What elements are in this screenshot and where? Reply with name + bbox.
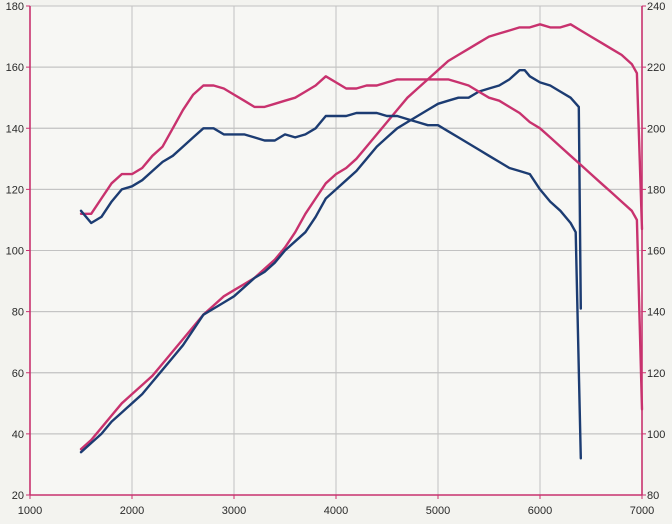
y-left-tick-label-160: 160 (6, 62, 24, 74)
series-layer (79, 23, 644, 460)
tick-layer: 1000 2000 3000 4000 5000 6000 7000 20 40 60 80 100 1… (6, 1, 666, 517)
y-left-tick-label-80: 80 (12, 307, 24, 319)
y-right-tick-label-200: 200 (647, 123, 665, 135)
x-tick-label-5000: 5000 (426, 505, 450, 517)
y-right-tick-label-220: 220 (647, 62, 665, 74)
x-tick-label-1000: 1000 (18, 505, 42, 517)
x-tick-label-3000: 3000 (222, 505, 246, 517)
y-left-tick-label-60: 60 (12, 368, 24, 380)
y-right-tick-label-240: 240 (647, 1, 665, 13)
y-right-tick-label-100: 100 (647, 429, 665, 441)
y-right-tick-label-180: 180 (647, 184, 665, 196)
y-left-tick-label-40: 40 (12, 429, 24, 441)
series-line-2 (79, 69, 582, 454)
y-left-tick-label-20: 20 (12, 490, 24, 502)
y-right-tick-label-120: 120 (647, 368, 665, 380)
y-left-tick-label-180: 180 (6, 1, 24, 13)
x-tick-label-2000: 2000 (120, 505, 144, 517)
y-left-tick-label-100: 100 (6, 246, 24, 258)
y-left-tick-label-120: 120 (6, 184, 24, 196)
y-right-tick-label-140: 140 (647, 307, 665, 319)
series-line-1 (79, 23, 644, 451)
series-line-3 (79, 75, 644, 411)
x-tick-label-7000: 7000 (630, 505, 654, 517)
y-right-tick-label-160: 160 (647, 246, 665, 258)
x-tick-label-4000: 4000 (324, 505, 348, 517)
y-right-tick-label-80: 80 (647, 490, 659, 502)
series-line-4 (79, 111, 582, 460)
y-left-tick-label-140: 140 (6, 123, 24, 135)
x-tick-label-6000: 6000 (528, 505, 552, 517)
